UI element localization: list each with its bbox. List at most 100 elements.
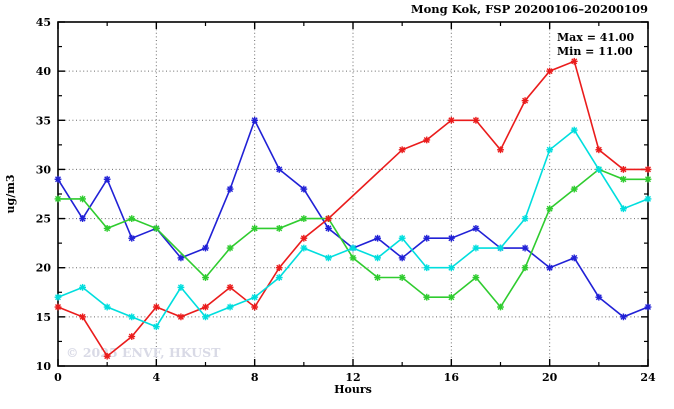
series-red-marker xyxy=(54,303,62,311)
series-red-marker xyxy=(497,146,504,154)
y-tick-label: 35 xyxy=(36,114,51,127)
series-red-marker xyxy=(226,283,234,291)
series-red-marker xyxy=(177,313,185,321)
series-cyan-marker xyxy=(620,205,627,213)
y-tick-label: 40 xyxy=(36,65,52,78)
series-green-marker xyxy=(349,254,357,262)
series-blue-marker xyxy=(620,313,627,321)
x-tick-label: 8 xyxy=(251,371,259,384)
series-cyan-marker xyxy=(644,195,652,203)
series-blue-marker xyxy=(275,166,283,173)
series-red-marker xyxy=(447,116,455,124)
series-cyan-marker xyxy=(54,293,62,301)
series-cyan-marker xyxy=(103,303,111,311)
series-cyan-marker xyxy=(447,264,455,272)
series-blue-marker xyxy=(570,254,578,262)
series-green-marker xyxy=(374,274,381,281)
data-series xyxy=(54,57,652,360)
series-green-marker xyxy=(103,225,111,232)
watermark: © 2025 ENVF, HKUST xyxy=(66,345,221,360)
series-cyan-marker xyxy=(472,244,480,252)
series-green-marker xyxy=(79,195,86,203)
series-blue-marker xyxy=(251,116,259,124)
series-blue-marker xyxy=(546,264,554,272)
series-blue-marker xyxy=(423,234,431,242)
series-green-marker xyxy=(620,175,627,183)
series-red xyxy=(54,57,652,360)
series-green-marker xyxy=(226,244,234,252)
series-cyan-marker xyxy=(177,283,185,291)
series-cyan-marker xyxy=(202,313,209,321)
y-tick-label: 45 xyxy=(36,16,51,29)
series-green-marker xyxy=(521,264,529,272)
series-blue-marker xyxy=(644,303,652,311)
series-green-marker xyxy=(152,225,160,232)
series-blue-marker xyxy=(128,234,136,242)
series-red-marker xyxy=(128,333,136,340)
series-cyan-marker xyxy=(226,303,234,311)
x-tick-label: 4 xyxy=(153,371,161,384)
series-blue-marker xyxy=(521,244,529,252)
series-cyan-marker xyxy=(423,264,431,272)
x-tick-label: 12 xyxy=(345,371,360,384)
series-green-marker xyxy=(202,274,209,281)
series-green-marker xyxy=(128,215,136,222)
series-blue-marker xyxy=(374,234,381,242)
tick-labels: 10 15 20 25 30 35 40 45 0 4 8 12 16 20 24 xyxy=(36,16,656,384)
x-axis-label: Hours xyxy=(334,383,372,396)
series-green-marker xyxy=(546,205,554,213)
series-cyan-marker xyxy=(570,126,578,134)
series-red-marker xyxy=(423,136,431,144)
series-red-marker xyxy=(103,352,111,360)
series-blue-line xyxy=(57,118,649,318)
series-red-marker xyxy=(644,166,652,173)
series-red-marker xyxy=(275,264,283,272)
y-tick-label: 15 xyxy=(36,311,51,324)
y-axis-label: ug/m3 xyxy=(4,175,17,214)
series-green-marker xyxy=(644,175,652,183)
series-blue-marker xyxy=(202,244,209,252)
series-cyan-marker xyxy=(521,215,529,222)
series-blue-marker xyxy=(103,175,111,183)
series-blue-marker xyxy=(472,225,480,232)
y-tick-label: 30 xyxy=(36,163,52,176)
series-blue xyxy=(54,116,652,321)
series-blue-marker xyxy=(325,225,332,232)
series-cyan-marker xyxy=(374,254,381,262)
series-cyan-marker xyxy=(251,293,259,301)
y-tick-label: 25 xyxy=(36,213,51,226)
x-tick-label: 0 xyxy=(54,371,62,384)
series-cyan-marker xyxy=(300,244,308,252)
series-cyan-marker xyxy=(79,283,86,291)
series-green-marker xyxy=(275,225,283,232)
series-blue-marker xyxy=(398,254,406,262)
series-red-marker xyxy=(300,234,308,242)
series-green-marker xyxy=(472,274,480,281)
series-red-marker xyxy=(521,97,529,105)
series-cyan-marker xyxy=(128,313,136,321)
series-cyan-marker xyxy=(325,254,332,262)
series-blue-marker xyxy=(226,185,234,193)
series-cyan-marker xyxy=(595,166,603,173)
series-blue-marker xyxy=(300,185,308,193)
series-cyan-marker xyxy=(349,244,357,252)
series-green-marker xyxy=(497,303,504,311)
series-blue-marker xyxy=(595,293,603,301)
y-tick-label: 10 xyxy=(36,360,52,373)
series-green-marker xyxy=(570,185,578,193)
series-red-marker xyxy=(570,57,578,65)
series-cyan-marker xyxy=(398,234,406,242)
series-red-marker xyxy=(251,303,259,311)
series-red-marker xyxy=(472,116,480,124)
gridlines xyxy=(58,22,648,366)
x-tick-label: 24 xyxy=(640,371,656,384)
series-red-marker xyxy=(325,215,332,222)
series-green-marker xyxy=(447,293,455,301)
max-annotation: Max = 41.00 xyxy=(557,31,635,44)
x-tick-label: 16 xyxy=(444,371,460,384)
series-blue-marker xyxy=(79,215,86,222)
series-red-marker xyxy=(152,303,160,311)
series-red-marker xyxy=(595,146,603,154)
